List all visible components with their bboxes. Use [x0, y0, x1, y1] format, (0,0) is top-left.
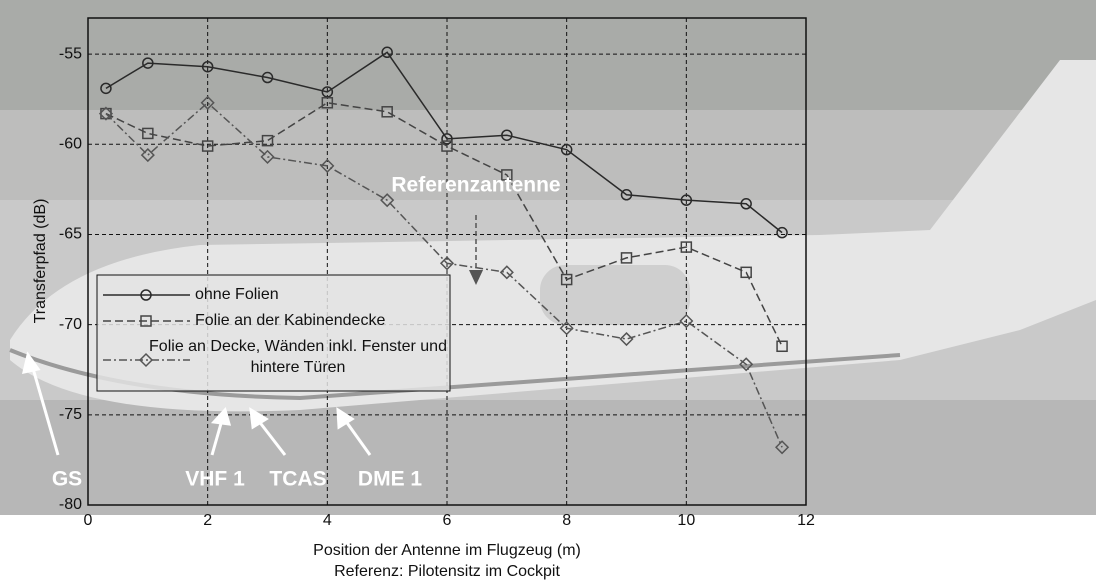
marker	[740, 198, 752, 210]
legend-label: ohne Folien	[195, 286, 279, 303]
y-tick-label: -60	[59, 135, 82, 152]
marker	[620, 189, 633, 201]
marker	[100, 82, 112, 95]
marker	[680, 241, 693, 253]
marker	[501, 129, 513, 141]
marker	[142, 57, 154, 69]
legend-label: Folie an der Kabinendecke	[195, 312, 385, 329]
marker	[441, 133, 453, 145]
marker	[201, 140, 214, 152]
annotation: GS	[52, 468, 82, 491]
x-tick-label: 10	[677, 512, 695, 529]
y-tick-label: -65	[59, 226, 82, 243]
annotation: VHF 1	[185, 468, 245, 491]
legend-marker	[140, 315, 152, 327]
annotation-arrows	[21, 351, 372, 456]
marker	[321, 97, 334, 109]
reference-arrowhead	[469, 270, 483, 285]
marker	[260, 149, 275, 164]
marker	[740, 266, 752, 279]
x-tick-label: 0	[84, 512, 93, 529]
marker	[620, 252, 633, 264]
x-axis-note: Referenz: Pilotensitz im Cockpit	[334, 563, 560, 580]
marker	[140, 148, 155, 163]
x-tick-label: 6	[443, 512, 452, 529]
legend-label-box: Folie an Decke, Wänden inkl. Fenster und…	[149, 338, 447, 376]
annotation: TCAS	[269, 468, 326, 491]
marker	[739, 357, 754, 372]
y-tick-label: -70	[59, 316, 82, 333]
marker	[441, 140, 453, 152]
marker	[560, 273, 573, 286]
legend-marker	[138, 352, 154, 368]
marker	[142, 127, 154, 140]
marker	[98, 106, 114, 121]
marker	[776, 340, 788, 353]
marker	[679, 313, 694, 329]
x-tick-label: 4	[323, 512, 332, 529]
marker	[775, 440, 790, 455]
series-line	[105, 101, 783, 347]
annotation: DME 1	[358, 468, 423, 491]
marker	[381, 106, 393, 118]
marker	[261, 134, 274, 147]
marker	[321, 86, 334, 98]
marker	[320, 158, 335, 173]
marker	[619, 331, 634, 347]
marker	[439, 256, 455, 271]
legend-label: Folie an Decke, Wänden inkl. Fenster und…	[149, 338, 447, 376]
annotation: Referenzantenne	[391, 174, 560, 197]
marker	[499, 265, 514, 280]
marker	[381, 46, 393, 59]
marker	[776, 226, 788, 239]
marker	[560, 143, 573, 156]
marker	[201, 60, 214, 73]
x-axis-label: Position der Antenne im Flugzeug (m)	[313, 542, 581, 559]
series-line	[105, 51, 783, 234]
series-line	[105, 101, 783, 448]
x-tick-label: 12	[797, 512, 815, 529]
marker	[559, 321, 574, 336]
legend-marker	[140, 289, 152, 301]
marker	[680, 194, 693, 206]
y-tick-label: -80	[59, 496, 82, 513]
x-tick-label: 8	[562, 512, 571, 529]
background-photo	[0, 0, 1096, 515]
marker	[501, 169, 513, 181]
y-axis-label: Transferpfad (dB)	[32, 199, 49, 324]
y-tick-label: -75	[59, 406, 82, 423]
marker	[200, 95, 215, 110]
marker	[261, 71, 274, 84]
y-tick-label: -55	[59, 45, 82, 62]
x-tick-label: 2	[203, 512, 212, 529]
marker	[380, 193, 395, 208]
